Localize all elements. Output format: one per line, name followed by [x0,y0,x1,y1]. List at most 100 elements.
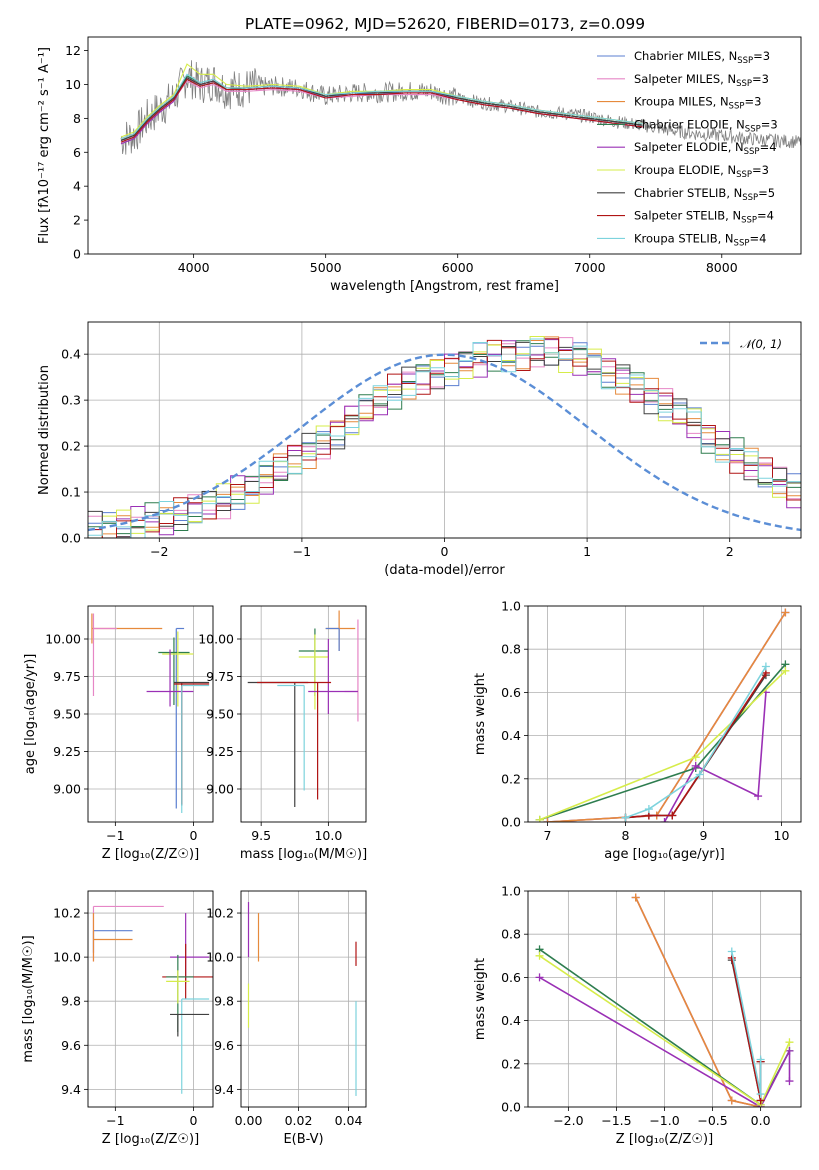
mass_vs_ebv-ytick-label-4: 10.2 [206,906,234,921]
legend-label-6: Chabrier STELIB, NSSP=5 [634,186,775,203]
legend-count-3: =3 [761,117,778,131]
weight_vs_age-marker-4-0 [660,818,669,822]
weight_vs_Z-xtick-label-2: −1.0 [649,1113,679,1128]
weight_vs_age-xtick-label-0: 7 [544,828,552,843]
age_vs_mass-plot-area [247,610,359,807]
spectrum-ytick-label-0: 0 [73,247,81,262]
weight_vs_age-ytick-label-2: 0.4 [501,728,521,743]
mass_vs_Z-panel: −1 0 9.4 9.6 9.8 10.0 10.2 Z [log₁₀(Z/Z☉)] mass … [21,890,214,1147]
weight_vs_age-marker-5-1 [691,753,700,762]
spectrum-ytick-label-6: 12 [65,43,81,58]
mass_vs_Z-ytick-label-2: 9.8 [61,994,81,1009]
age_vs_Z-panel: −1 0 9.00 9.25 9.50 9.75 10.00 Z [log₁₀(Z/Z☉)] a… [23,605,214,862]
legend-subscript-5: SSP [736,170,752,180]
age_vs_Z-xtick-label-1: 0 [189,828,197,843]
weight_vs_Z-marker-4-3 [785,1077,794,1086]
spectrum-ytick-label-3: 6 [73,145,81,160]
spectrum-ytick-label-4: 8 [73,111,81,126]
weight_vs_Z-ylabel: mass weight [473,958,488,1040]
legend-subscript-1: SSP [736,79,752,89]
model-line-1 [120,80,643,143]
mass_vs_ebv-ytick-label-0: 9.4 [214,1082,234,1097]
spectrum-xtick-label-0: 4000 [178,260,210,275]
age_vs_mass-xtick-label-1: 10.0 [314,828,342,843]
spectrum-ytick-label-1: 2 [73,213,81,228]
mass_vs_ebv-plot-area [247,902,357,1096]
weight_vs_age-line-4 [663,692,767,822]
spectrum-frame [87,36,802,255]
mass_vs_ebv-xtick-label-0: 0.00 [235,1113,263,1128]
legend-subscript-3: SSP [745,124,761,134]
mass_vs_Z-ytick-label-0: 9.4 [61,1082,81,1097]
mass_vs_Z-xlabel: Z [log₁₀(Z/Z☉)] [102,1132,199,1147]
weight_vs_Z-line-7 [731,957,762,1101]
legend-label-8: Kroupa STELIB, NSSP=4 [634,231,766,248]
weight_vs_age-panel: 7 8 9 10 0.0 0.2 0.4 0.6 0.8 1.0 age [log₁₀(age/yr… [473,599,802,862]
mass_vs_ebv-panel: 0.00 0.02 0.04 9.4 9.6 9.8 10.0 10.2 E(B-V) [206,890,367,1147]
age_vs_mass-ytick-label-1: 9.25 [206,744,234,759]
weight_vs_Z-marker-4-2 [785,1046,794,1055]
spectrum-ytick-label-2: 4 [73,179,81,194]
mass_vs_Z-ytick-label-4: 10.2 [53,906,81,921]
mass_vs_Z-frame [87,890,214,1108]
legend-count-7: =4 [757,209,774,223]
legend-subscript-0: SSP [737,56,753,66]
residuals-plot-area [88,336,801,538]
residuals-xtick-label-3: 1 [583,544,591,559]
weight_vs_Z-ytick-label-1: 0.2 [501,1056,521,1071]
weight_vs_age-marker-8-1 [644,805,653,814]
weight_vs_Z-marker-2-1 [727,1096,736,1105]
weight_vs_Z-ytick-label-2: 0.4 [501,1013,521,1028]
mass_vs_ebv-ytick-label-3: 10.0 [206,950,234,965]
age_vs_Z-xlabel: Z [log₁₀(Z/Z☉)] [102,847,199,862]
model-line-8 [120,73,643,140]
legend-label-2: Kroupa MILES, NSSP=3 [634,95,761,112]
weight_vs_age-xtick-label-2: 9 [700,828,708,843]
weight_vs_age-marker-8-3 [761,662,770,671]
weight_vs_Z-line-4 [539,976,791,1107]
mass_vs_Z-ytick-label-3: 10.0 [53,950,81,965]
spectrum-ylabel: Flux [fλ10⁻¹⁷ erg cm⁻² s⁻¹ A⁻¹] [37,47,52,244]
weight_vs_Z-frame [527,890,802,1108]
weight_vs_age-marker-5-0 [535,815,544,822]
spectrum-xtick-label-1: 5000 [310,260,342,275]
mass_vs_ebv-ytick-label-2: 9.8 [214,994,234,1009]
mass_vs_Z-plot-area [92,905,213,1094]
age_vs_mass-frame [240,605,367,823]
weight_vs_age-line-8 [625,666,767,819]
residuals-ytick-label-0: 0.0 [61,531,81,546]
legend-count-6: =5 [758,186,775,200]
weight_vs_age-ytick-label-4: 0.8 [501,642,521,657]
weight_vs_age-line-1 [547,612,787,822]
weight_vs_age-ytick-label-0: 0.0 [501,815,521,830]
weight_vs_age-marker-4-2 [754,792,763,801]
age_vs_Z-ylabel: age [log₁₀(age/yr)] [23,654,38,775]
normal-legend-label: 𝒩(0, 1) [740,337,782,351]
weight_vs_Z-ytick-label-5: 1.0 [501,884,521,899]
weight_vs_age-line-5 [539,670,786,821]
weight_vs_age-line-2 [547,612,787,822]
spectrum-xtick-label-4: 8000 [706,260,738,275]
age_vs_Z-ytick-label-1: 9.25 [53,744,81,759]
weight_vs_age-line-7 [625,672,767,819]
mass_vs_ebv-xlabel: E(B-V) [283,1132,323,1147]
weight_vs_age-xtick-label-1: 8 [622,828,630,843]
weight_vs_Z-xtick-label-3: −0.5 [697,1113,727,1128]
weight_vs_Z-xtick-label-4: 0.0 [751,1113,771,1128]
residuals-ytick-label-4: 0.4 [61,347,81,362]
spectrum-ytick-label-5: 10 [65,77,81,92]
weight_vs_age-ylabel: mass weight [473,673,488,755]
legend-subscript-2: SSP [729,102,745,112]
weight_vs_Z-plot-area [535,893,794,1107]
age_vs_Z-ytick-label-3: 9.75 [53,669,81,684]
mass_vs_ebv-xtick-label-2: 0.04 [335,1113,363,1128]
residuals-xtick-label-1: −1 [293,544,311,559]
age_vs_mass-panel: 9.5 10.0 9.00 9.25 9.50 9.75 10.00 mass [log₁₀(… [198,605,367,862]
age_vs_mass-ytick-label-4: 10.00 [198,632,234,647]
weight_vs_age-plot-area [535,608,790,822]
weight_vs_age-ytick-label-5: 1.0 [501,599,521,614]
mass_vs_Z-ytick-label-1: 9.6 [61,1038,81,1053]
age_vs_Z-ytick-label-4: 10.00 [45,632,81,647]
age_vs_Z-frame [87,605,214,823]
weight_vs_Z-marker-8-1 [756,1090,765,1099]
